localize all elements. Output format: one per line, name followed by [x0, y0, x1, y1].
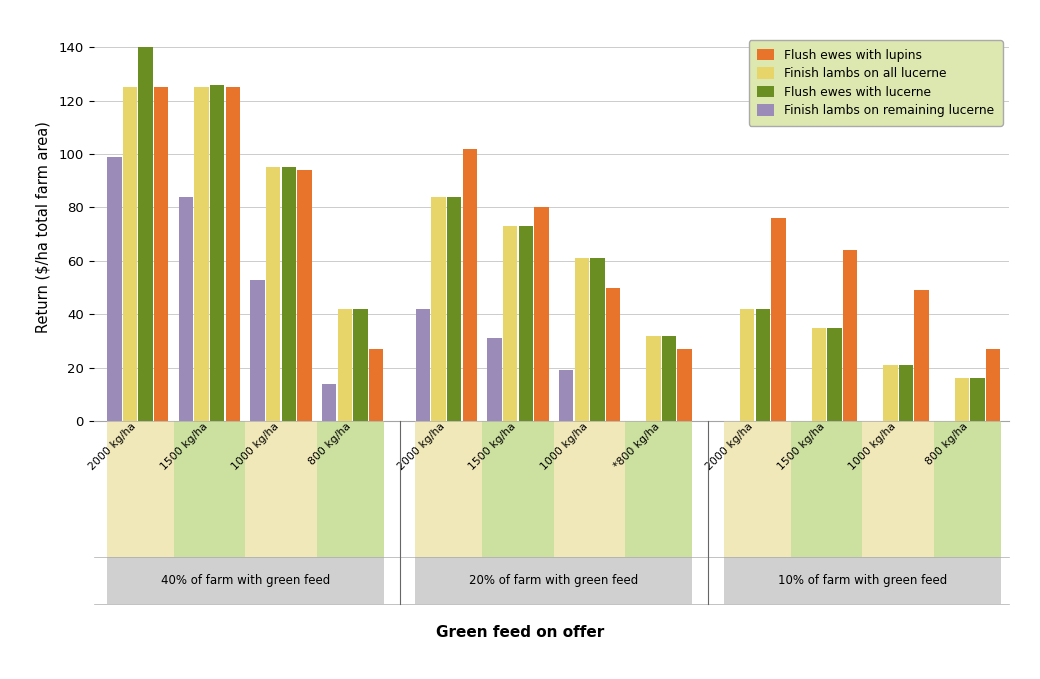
FancyBboxPatch shape — [483, 421, 554, 557]
FancyBboxPatch shape — [245, 421, 317, 557]
Bar — [558, 370, 573, 421]
FancyBboxPatch shape — [415, 421, 483, 557]
Text: 1500 kg/ha: 1500 kg/ha — [776, 421, 827, 472]
Text: Green feed on offer: Green feed on offer — [436, 625, 604, 640]
Text: 10% of farm with green feed: 10% of farm with green feed — [778, 574, 947, 587]
Bar — [297, 170, 312, 421]
Bar — [282, 168, 296, 421]
FancyBboxPatch shape — [862, 421, 934, 557]
Bar — [955, 378, 969, 421]
Text: 800 kg/ha: 800 kg/ha — [924, 421, 969, 467]
Bar — [154, 88, 168, 421]
Bar — [194, 88, 209, 421]
Bar — [107, 157, 122, 421]
Bar — [369, 349, 384, 421]
Bar — [970, 378, 985, 421]
Bar — [463, 149, 477, 421]
Bar — [503, 226, 517, 421]
Bar — [756, 309, 770, 421]
Bar — [210, 85, 225, 421]
Text: 1000 kg/ha: 1000 kg/ha — [848, 421, 899, 472]
Bar — [899, 365, 913, 421]
Bar — [251, 280, 265, 421]
Bar — [138, 48, 153, 421]
Bar — [914, 290, 929, 421]
FancyBboxPatch shape — [934, 421, 1000, 557]
Legend: Flush ewes with lupins, Finish lambs on all lucerne, Flush ewes with lucerne, Fi: Flush ewes with lupins, Finish lambs on … — [749, 40, 1003, 126]
Bar — [447, 197, 462, 421]
FancyBboxPatch shape — [107, 421, 174, 557]
FancyBboxPatch shape — [790, 421, 862, 557]
Bar — [535, 208, 549, 421]
Bar — [986, 349, 1000, 421]
Text: 1500 kg/ha: 1500 kg/ha — [467, 421, 518, 472]
Bar — [661, 335, 676, 421]
Text: 40% of farm with green feed: 40% of farm with green feed — [160, 574, 330, 587]
Bar — [591, 258, 604, 421]
FancyBboxPatch shape — [554, 421, 625, 557]
Bar — [266, 168, 281, 421]
Bar — [677, 349, 692, 421]
Bar — [416, 309, 431, 421]
Bar — [322, 384, 336, 421]
Bar — [338, 309, 353, 421]
Bar — [772, 218, 785, 421]
Bar — [432, 197, 446, 421]
Bar — [842, 250, 857, 421]
Bar — [354, 309, 368, 421]
FancyBboxPatch shape — [107, 557, 384, 604]
Text: 2000 kg/ha: 2000 kg/ha — [704, 421, 755, 472]
Bar — [179, 197, 193, 421]
Bar — [827, 327, 841, 421]
FancyBboxPatch shape — [724, 421, 790, 557]
Bar — [519, 226, 534, 421]
FancyBboxPatch shape — [174, 421, 245, 557]
FancyBboxPatch shape — [724, 557, 1000, 604]
FancyBboxPatch shape — [625, 421, 693, 557]
Bar — [488, 338, 501, 421]
FancyBboxPatch shape — [415, 557, 693, 604]
Bar — [575, 258, 589, 421]
Text: 1500 kg/ha: 1500 kg/ha — [159, 421, 209, 472]
Text: 20% of farm with green feed: 20% of farm with green feed — [469, 574, 639, 587]
Bar — [646, 335, 660, 421]
Text: 2000 kg/ha: 2000 kg/ha — [87, 421, 138, 472]
Text: 1000 kg/ha: 1000 kg/ha — [539, 421, 590, 472]
Text: 1000 kg/ha: 1000 kg/ha — [230, 421, 281, 472]
Bar — [606, 287, 620, 421]
Y-axis label: Return ($/ha total farm area): Return ($/ha total farm area) — [35, 122, 50, 333]
Bar — [739, 309, 754, 421]
Bar — [883, 365, 898, 421]
Bar — [811, 327, 826, 421]
FancyBboxPatch shape — [317, 421, 384, 557]
Text: *800 kg/ha: *800 kg/ha — [612, 421, 661, 471]
Bar — [226, 88, 240, 421]
Bar — [123, 88, 137, 421]
Text: 800 kg/ha: 800 kg/ha — [307, 421, 353, 467]
Text: 2000 kg/ha: 2000 kg/ha — [395, 421, 446, 472]
